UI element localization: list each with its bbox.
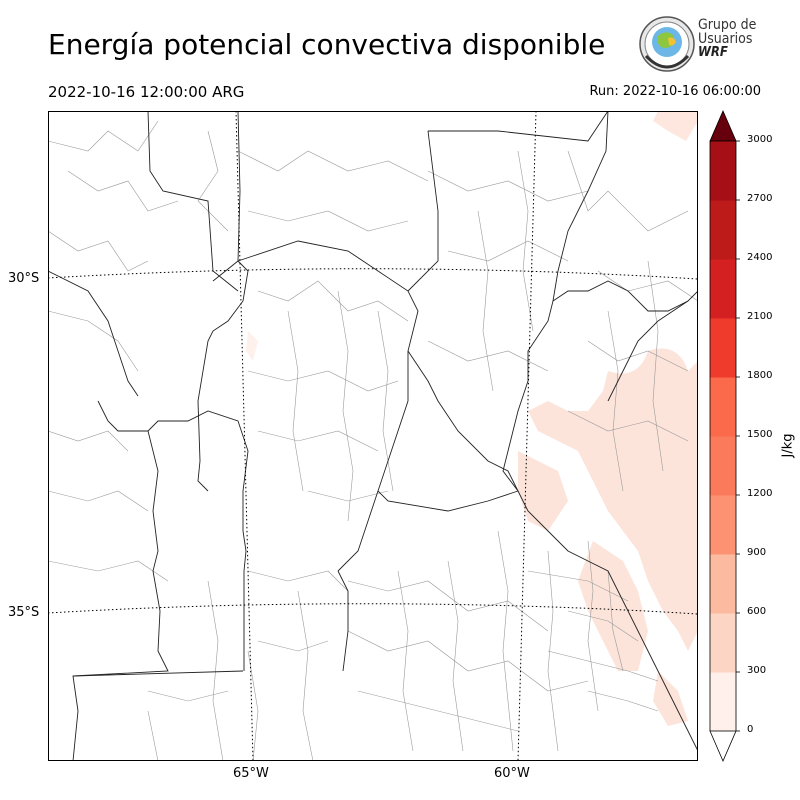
globe-icon	[639, 16, 695, 72]
colorbar	[709, 109, 740, 763]
run-time: Run: 2022-10-16 06:00:00	[589, 84, 761, 99]
colorbar-tick-label: 1500	[747, 429, 773, 440]
colorbar-tick-label: 1200	[747, 488, 773, 499]
colorbar-segment	[710, 200, 736, 260]
colorbar-tick-label: 2400	[747, 252, 773, 263]
logo-line-1: Grupo de	[698, 17, 757, 33]
colorbar-segment	[710, 554, 736, 614]
logo-line-3: WRF	[698, 45, 728, 60]
logo-line-2: Usuarios	[698, 31, 753, 47]
cape-shading	[246, 111, 698, 726]
colorbar-segment	[710, 141, 736, 201]
chart-title: Energía potencial convectiva disponible	[48, 28, 606, 61]
colorbar-tick-label: 600	[747, 606, 767, 617]
colorbar-tick-label: 0	[747, 724, 754, 735]
colorbar-tick-label: 2700	[747, 193, 773, 204]
logo-text: Grupo de Usuarios WRF	[698, 18, 756, 60]
colorbar-extend-max	[709, 109, 737, 142]
colorbar-segment	[710, 259, 736, 319]
colorbar-segment	[710, 495, 736, 555]
colorbar-segment	[710, 436, 736, 496]
colorbar-segment	[710, 377, 736, 437]
colorbar-unit-label: J/kg	[780, 433, 796, 458]
colorbar-tick-label: 300	[747, 665, 767, 676]
map-border	[48, 111, 698, 761]
valid-time: 2022-10-16 12:00:00 ARG	[48, 83, 245, 101]
colorbar-tick-label: 900	[747, 547, 767, 558]
lon-label-65w: 65°W	[233, 766, 269, 781]
colorbar-tick-label: 1800	[747, 370, 773, 381]
colorbar-segment	[710, 318, 736, 378]
map-svg	[48, 111, 698, 761]
colorbar-segment	[710, 613, 736, 673]
colorbar-tick-label: 3000	[747, 134, 773, 145]
department-boundaries	[48, 120, 698, 761]
lat-label-35s: 35°S	[8, 605, 40, 620]
colorbar-tick-label: 2100	[747, 311, 773, 322]
wrf-logo: Grupo de Usuarios WRF	[638, 16, 764, 72]
colorbar-extend-min	[709, 730, 737, 763]
lon-label-60w: 60°W	[494, 766, 530, 781]
graticule	[48, 111, 698, 761]
lat-label-30s: 30°S	[8, 271, 40, 286]
map-panel	[48, 111, 698, 761]
province-boundaries	[48, 111, 698, 761]
colorbar-segment	[710, 672, 736, 732]
